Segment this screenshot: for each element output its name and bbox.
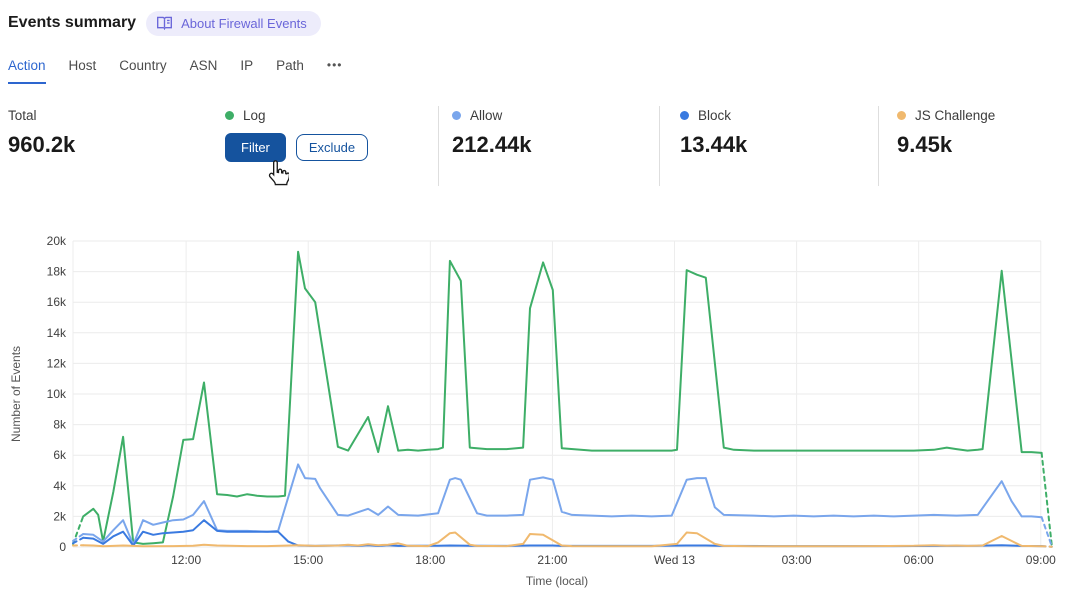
block-line <box>72 536 85 545</box>
y-tick-label: 4k <box>53 479 67 493</box>
y-tick-label: 18k <box>47 265 67 279</box>
log-legend-dot <box>225 111 234 120</box>
stat-block[interactable]: Block 13.44k <box>680 108 747 158</box>
y-tick-label: 12k <box>47 356 67 370</box>
x-tick-label: 09:00 <box>1026 553 1056 567</box>
js-challenge-line <box>1040 545 1053 548</box>
events-timeseries-chart[interactable]: 0 2k 4k 6k 8k 10k 12k 14k 16k 18k 20k 12:00 15:00 18:… <box>0 225 1068 598</box>
x-tick-label: Wed 13 <box>654 553 695 567</box>
divider <box>878 106 879 186</box>
y-tick-label: 14k <box>47 326 67 340</box>
y-tick-label: 16k <box>47 295 67 309</box>
js-challenge-line <box>82 531 1043 548</box>
tab-ip[interactable]: IP <box>240 58 254 73</box>
divider <box>659 106 660 186</box>
x-tick-label: 06:00 <box>904 553 934 567</box>
y-tick-label: 20k <box>47 234 67 248</box>
y-tick-label: 8k <box>53 418 67 432</box>
about-firewall-events-badge[interactable]: About Firewall Events <box>146 10 321 36</box>
exclude-button[interactable]: Exclude <box>295 134 369 161</box>
block-line <box>82 519 1043 548</box>
more-tabs-button[interactable]: ••• <box>326 58 343 72</box>
log-line <box>1040 451 1053 547</box>
stat-allow[interactable]: Allow 212.44k <box>452 108 532 158</box>
stat-js-challenge-value: 9.45k <box>897 132 953 157</box>
stat-allow-value: 212.44k <box>452 132 532 157</box>
x-tick-label: 21:00 <box>537 553 567 567</box>
x-tick-label: 18:00 <box>415 553 445 567</box>
tab-country[interactable]: Country <box>119 58 167 73</box>
tab-asn[interactable]: ASN <box>189 58 218 73</box>
stat-log[interactable]: Log Filter Exclude <box>225 108 369 162</box>
x-tick-label: 12:00 <box>171 553 201 567</box>
y-tick-label: 6k <box>53 448 67 462</box>
facet-tabs: Action Host Country ASN IP Path ••• <box>8 58 343 84</box>
stats-row: Total 960.2k Log Filter Exclude Allow 21… <box>0 104 1068 188</box>
x-tick-label: 15:00 <box>293 553 323 567</box>
tab-path[interactable]: Path <box>276 58 304 73</box>
stat-total-value: 960.2k <box>8 132 76 157</box>
stat-allow-label: Allow <box>470 108 503 123</box>
stat-js-challenge-label: JS Challenge <box>915 108 996 123</box>
log-line <box>82 250 1043 545</box>
y-tick-label: 2k <box>53 509 67 523</box>
y-axis-title: Number of Events <box>9 346 23 442</box>
allow-line <box>82 463 1043 546</box>
tab-action[interactable]: Action <box>8 58 46 84</box>
allow-line <box>72 533 85 542</box>
allow-legend-dot <box>452 111 461 120</box>
filter-button[interactable]: Filter <box>225 133 286 162</box>
y-tick-label: 0 <box>59 540 66 554</box>
stat-block-value: 13.44k <box>680 132 748 157</box>
stat-js-challenge[interactable]: JS Challenge 9.45k <box>897 108 995 158</box>
divider <box>438 106 439 186</box>
allow-line <box>1040 516 1053 548</box>
x-tick-label: 03:00 <box>782 553 812 567</box>
block-legend-dot <box>680 111 689 120</box>
stat-block-label: Block <box>698 108 732 123</box>
y-tick-label: 10k <box>47 387 67 401</box>
stat-total-label: Total <box>8 108 37 123</box>
book-icon <box>156 16 173 30</box>
page-title: Events summary <box>8 14 137 31</box>
stat-log-label: Log <box>243 108 266 123</box>
js-challenge-legend-dot <box>897 111 906 120</box>
tab-host[interactable]: Host <box>68 58 97 73</box>
stat-total: Total 960.2k <box>8 108 75 158</box>
badge-label: About Firewall Events <box>181 15 307 31</box>
page-header: Events summary About Firewall Events <box>8 8 321 38</box>
x-axis-title: Time (local) <box>526 574 588 588</box>
